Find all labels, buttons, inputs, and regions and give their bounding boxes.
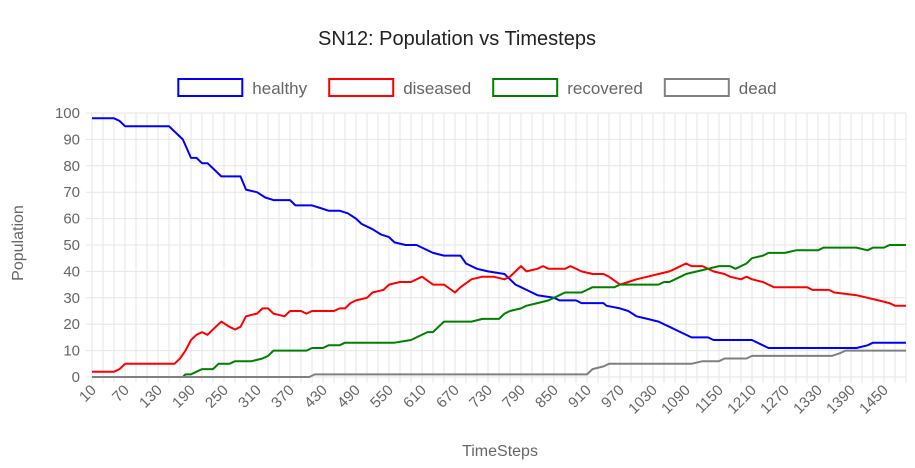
x-tick-label: 1090 (658, 382, 694, 418)
x-tick-label: 790 (499, 382, 529, 412)
x-tick-label: 1030 (625, 382, 661, 418)
chart-title: SN12: Population vs Timesteps (318, 28, 596, 50)
legend-swatch-diseased (328, 78, 395, 97)
x-tick-label: 1330 (790, 382, 826, 418)
y-tick-label: 40 (63, 263, 80, 280)
x-tick-label: 730 (466, 382, 496, 412)
x-tick-label: 1450 (856, 382, 892, 418)
x-tick-label: 130 (136, 382, 166, 412)
x-tick-label: 610 (400, 382, 430, 412)
legend-item-diseased[interactable]: diseased (328, 78, 471, 98)
legend-label-healthy: healthy (252, 79, 307, 98)
x-tick-label: 250 (202, 382, 232, 412)
x-tick-label: 1270 (757, 382, 793, 418)
series-line-healthy (92, 117, 906, 349)
y-tick-label: 90 (63, 131, 80, 148)
y-tick-label: 0 (72, 369, 80, 386)
y-axis-ticks: 0 10 20 30 40 50 60 70 80 90 100 (55, 105, 80, 386)
x-tick-label: 1210 (724, 382, 760, 418)
x-tick-label: 370 (268, 382, 298, 412)
x-tick-label: 850 (532, 382, 562, 412)
series-line-recovered (92, 244, 906, 378)
legend-item-recovered[interactable]: recovered (492, 78, 643, 98)
gridlines (86, 112, 907, 383)
legend-label-recovered: recovered (567, 79, 643, 98)
legend-swatch-dead (663, 78, 730, 97)
x-tick-label: 1150 (692, 382, 727, 417)
x-tick-label: 970 (598, 382, 628, 412)
legend-swatch-recovered (492, 78, 559, 97)
legend-label-diseased: diseased (403, 79, 471, 98)
y-tick-label: 10 (63, 343, 80, 360)
x-axis-ticks: 10 70 130 190 250 310 370 430 490 550 610 670 730 790… (76, 382, 892, 418)
y-tick-label: 50 (63, 237, 80, 254)
x-tick-label: 310 (235, 382, 265, 412)
legend-label-dead: dead (739, 79, 777, 98)
x-tick-label: 1390 (823, 382, 859, 418)
legend-item-healthy[interactable]: healthy (177, 78, 308, 98)
x-tick-label: 190 (169, 382, 199, 412)
series-line-dead (92, 349, 906, 378)
x-tick-label: 430 (301, 382, 331, 412)
legend-swatch-healthy (177, 78, 244, 97)
y-axis-title: Population (10, 205, 27, 281)
y-tick-label: 20 (63, 316, 80, 333)
y-tick-label: 80 (63, 158, 80, 175)
x-axis-title: TimeSteps (462, 443, 538, 460)
y-tick-label: 70 (63, 184, 80, 201)
y-tick-label: 30 (63, 290, 80, 307)
x-tick-label: 550 (367, 382, 397, 412)
x-tick-label: 490 (334, 382, 364, 412)
series-line-diseased (92, 262, 906, 373)
x-tick-label: 70 (109, 382, 133, 406)
y-tick-label: 60 (63, 211, 80, 228)
series-lines (92, 117, 906, 378)
x-tick-label: 670 (433, 382, 463, 412)
legend-item-dead[interactable]: dead (663, 78, 777, 98)
legend: healthy diseased recovered dead (177, 78, 777, 98)
x-tick-label: 910 (565, 382, 595, 412)
y-tick-label: 100 (55, 105, 80, 122)
